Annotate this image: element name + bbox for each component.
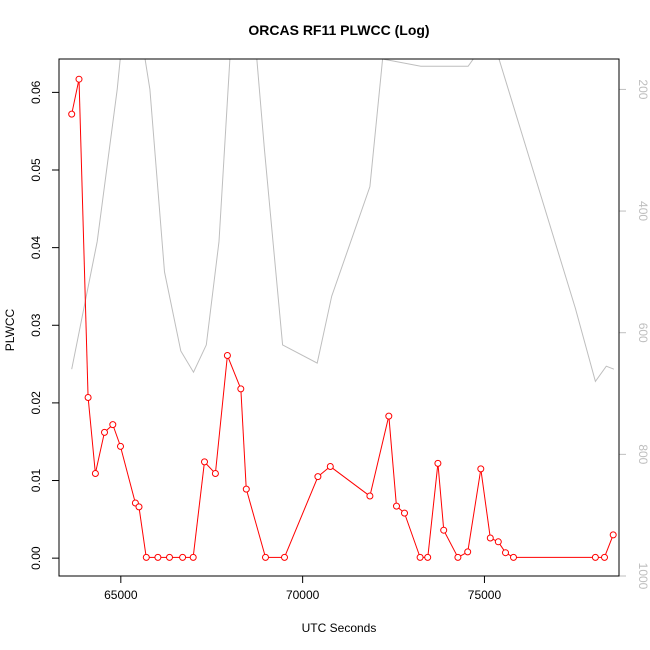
primary-series-point <box>434 459 442 467</box>
primary-series-segment <box>87 400 96 471</box>
primary-series-segment <box>332 467 368 495</box>
primary-series-segment <box>437 466 444 528</box>
primary-series-segment <box>78 82 89 395</box>
primary-series-point <box>262 553 269 561</box>
primary-series-segment <box>405 515 420 555</box>
primary-series-point <box>385 412 393 420</box>
primary-series-segment <box>370 418 389 494</box>
primary-series-point <box>189 553 197 561</box>
primary-series-segment <box>480 471 491 536</box>
primary-series-segment <box>246 491 266 555</box>
primary-series-point <box>68 110 76 118</box>
y-tick-label: 0.05 <box>29 158 43 182</box>
primary-series-point <box>393 502 400 510</box>
primary-series-point <box>601 553 608 561</box>
y-tick-label: 0.06 <box>29 80 43 104</box>
primary-series-point <box>591 553 599 561</box>
primary-series-point <box>502 549 509 557</box>
y2-tick-label: 800 <box>636 444 650 464</box>
primary-series-point <box>135 503 143 511</box>
primary-series-point <box>154 553 162 561</box>
primary-series-point <box>401 509 408 517</box>
y2-tick-label: 200 <box>636 79 650 99</box>
primary-series-segment <box>427 466 439 555</box>
x-axis-label: UTC Seconds <box>302 621 377 635</box>
primary-series-point <box>75 75 83 83</box>
primary-series-segment <box>605 537 613 555</box>
primary-series-point <box>242 485 250 493</box>
primary-series-point <box>454 553 462 561</box>
primary-series-point <box>314 473 322 481</box>
primary-series-point <box>117 442 124 450</box>
primary-series-point <box>424 553 432 561</box>
primary-series-point <box>179 553 187 561</box>
primary-series <box>68 75 617 561</box>
primary-series-point <box>326 463 334 470</box>
primary-series-point <box>142 553 150 561</box>
primary-series-point <box>486 534 494 542</box>
primary-series-point <box>477 465 485 473</box>
primary-series-point <box>281 553 288 561</box>
y2-tick-label: 400 <box>636 201 650 221</box>
primary-series-segment <box>138 509 147 555</box>
primary-series-point <box>237 385 245 393</box>
primary-series-segment <box>71 81 79 112</box>
x-tick-label: 75000 <box>468 588 502 602</box>
y2-tick-label: 1000 <box>636 563 650 590</box>
primary-series-segment <box>319 468 329 476</box>
primary-series-segment <box>206 463 214 472</box>
primary-series-point <box>84 394 92 401</box>
x-tick-label: 70000 <box>286 588 320 602</box>
primary-series-point <box>211 470 219 477</box>
primary-series-point <box>416 553 424 561</box>
primary-series-segment <box>120 449 136 501</box>
plot-frame <box>58 58 620 577</box>
y-tick-label: 0.03 <box>29 313 43 337</box>
primary-series-segment <box>444 532 457 555</box>
primary-series-point <box>494 538 502 546</box>
primary-series-point <box>440 526 448 534</box>
primary-series-segment <box>460 552 466 557</box>
primary-series-segment <box>215 358 228 471</box>
y-tick-label: 0.02 <box>29 391 43 415</box>
primary-series-point <box>510 553 517 561</box>
primary-series-segment <box>398 507 403 512</box>
primary-series-segment <box>285 479 318 555</box>
primary-series-segment <box>388 419 397 504</box>
primary-series-segment <box>240 391 247 487</box>
y-tick-label: 0.00 <box>29 546 43 570</box>
y-axis-label: PLWCC <box>3 308 17 351</box>
primary-series-segment <box>95 435 105 471</box>
primary-series-point <box>609 531 617 539</box>
primary-series-point <box>201 458 208 466</box>
primary-series-point <box>366 492 374 500</box>
primary-series-segment <box>499 544 505 551</box>
secondary-series-line <box>71 59 615 383</box>
primary-series-segment <box>106 426 111 431</box>
primary-series-segment <box>467 471 481 550</box>
primary-series-point <box>223 352 231 359</box>
primary-series-segment <box>113 427 120 444</box>
primary-series-point <box>109 421 117 429</box>
primary-series-segment <box>193 464 205 555</box>
chart-title: ORCAS RF11 PLWCC (Log) <box>248 22 429 38</box>
y-tick-label: 0.04 <box>29 236 43 260</box>
primary-series-point <box>464 548 472 556</box>
primary-series-segment <box>228 358 241 387</box>
primary-series-point <box>101 428 108 436</box>
axes: 65000 70000 75000 0.00 0.01 0.02 0.03 0.04 0.05 0… <box>29 79 650 602</box>
primary-series-point <box>166 553 173 561</box>
y2-tick-label: 600 <box>636 323 650 343</box>
primary-series-point <box>91 470 99 477</box>
secondary-series <box>71 59 615 383</box>
x-tick-label: 65000 <box>104 588 138 602</box>
y-tick-label: 0.01 <box>29 469 43 493</box>
